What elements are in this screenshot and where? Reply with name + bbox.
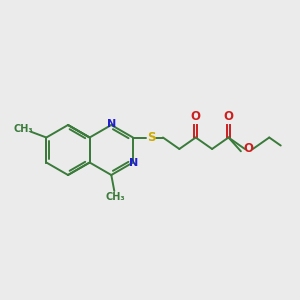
Text: CH₃: CH₃ [106,192,125,202]
Text: O: O [191,110,201,123]
Text: N: N [107,119,116,129]
Text: S: S [147,131,155,144]
Text: CH₃: CH₃ [14,124,33,134]
Text: O: O [244,142,254,155]
Text: O: O [224,110,233,123]
Text: N: N [129,158,139,169]
